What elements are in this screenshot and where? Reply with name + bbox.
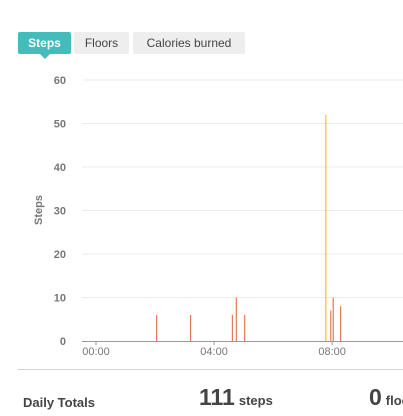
total-steps-value: 111 <box>199 384 235 410</box>
bar-0 <box>156 314 158 341</box>
bar-5 <box>325 114 327 341</box>
y-tick-40: 40 <box>54 162 66 174</box>
bar-3 <box>235 297 237 341</box>
bar-2 <box>231 314 233 341</box>
steps-chart: 0 10 20 30 40 50 60 Steps 00:00 04:00 08:00 <box>33 75 403 358</box>
y-tick-10: 10 <box>54 293 66 305</box>
y-tick-30: 30 <box>54 206 66 218</box>
x-tick-label-1: 04:00 <box>200 346 228 358</box>
x-axis-ticks: 00:00 04:00 08:00 <box>82 341 346 358</box>
y-axis-label: Steps <box>33 195 45 225</box>
tab-floors[interactable]: Floors <box>74 32 129 54</box>
grid-lines <box>82 79 403 298</box>
bars <box>156 114 342 341</box>
total-steps-unit: steps <box>238 393 273 408</box>
x-tick-label-2: 08:00 <box>318 346 346 358</box>
total-floors-unit: floors <box>385 393 403 408</box>
y-tick-60: 60 <box>54 75 66 87</box>
y-tick-50: 50 <box>54 119 66 131</box>
total-floors-value: 0 <box>369 384 382 410</box>
y-tick-20: 20 <box>54 249 66 261</box>
tab-steps[interactable]: Steps <box>18 32 71 59</box>
divider <box>18 369 403 370</box>
tab-calories-burned[interactable]: Calories burned <box>133 32 245 54</box>
y-axis-ticks: 0 10 20 30 40 50 60 <box>54 75 66 348</box>
bar-6 <box>330 310 332 341</box>
y-tick-0: 0 <box>60 336 66 348</box>
x-tick-label-0: 00:00 <box>82 346 110 358</box>
total-steps: 111 steps <box>199 384 273 411</box>
bar-1 <box>189 314 192 341</box>
bar-8 <box>340 306 342 341</box>
bar-7 <box>332 297 334 341</box>
bar-4 <box>244 314 246 341</box>
total-floors: 0floors <box>369 384 403 411</box>
daily-totals-title: Daily Totals <box>23 395 96 410</box>
